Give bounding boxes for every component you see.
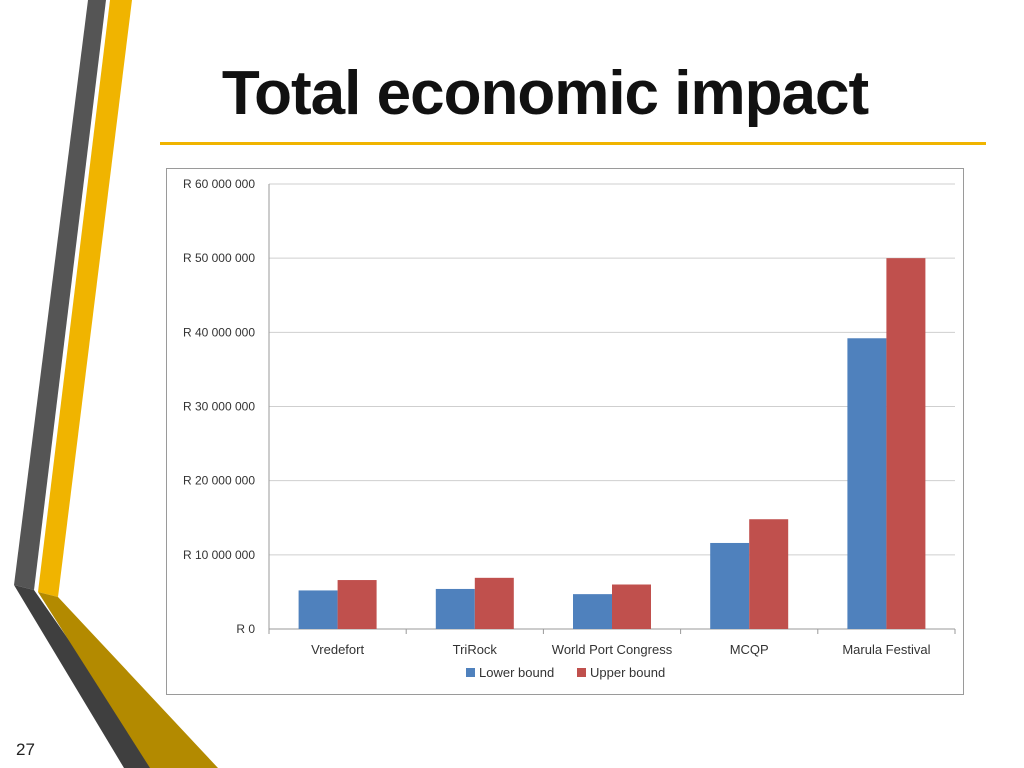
yellow-stripe-upper [38, 0, 132, 597]
x-category-label: TriRock [453, 642, 498, 657]
x-category-label: Vredefort [311, 642, 364, 657]
slide-title: Total economic impact [221, 59, 869, 128]
legend-label: Lower bound [479, 665, 554, 680]
bar-upper-bound [886, 258, 926, 629]
legend-swatch [466, 668, 475, 677]
bar-lower-bound [435, 588, 475, 629]
y-tick-label: R 0 [236, 622, 255, 636]
bar-upper-bound [612, 584, 651, 629]
y-tick-label: R 20 000 000 [183, 474, 255, 488]
legend-label: Upper bound [590, 665, 665, 680]
y-tick-label: R 50 000 000 [183, 251, 255, 265]
x-category-label: MCQP [730, 642, 769, 657]
x-category-label: Marula Festival [842, 642, 930, 657]
y-tick-label: R 30 000 000 [183, 400, 255, 414]
bar-lower-bound [710, 542, 750, 629]
legend-swatch [577, 668, 586, 677]
bar-lower-bound [298, 590, 338, 629]
bar-chart: R 0 R 10 000 000 R 20 000 000 R 30 000 000 R… [183, 177, 956, 680]
bar-upper-bound [474, 577, 514, 629]
gray-stripe-upper [14, 0, 106, 590]
y-tick-label: R 40 000 000 [183, 325, 255, 339]
bar-lower-bound [573, 594, 612, 629]
y-tick-label: R 10 000 000 [183, 548, 255, 562]
page-number: 27 [16, 740, 35, 759]
y-tick-label: R 60 000 000 [183, 177, 255, 191]
title-underline [160, 142, 986, 145]
chart-frame: R 0 R 10 000 000 R 20 000 000 R 30 000 000 R… [166, 168, 964, 695]
x-category-label: World Port Congress [552, 642, 673, 657]
bar-upper-bound [337, 580, 377, 629]
bar-lower-bound [847, 338, 887, 629]
yellow-stripe-lower [38, 592, 218, 768]
bar-upper-bound [749, 519, 789, 629]
